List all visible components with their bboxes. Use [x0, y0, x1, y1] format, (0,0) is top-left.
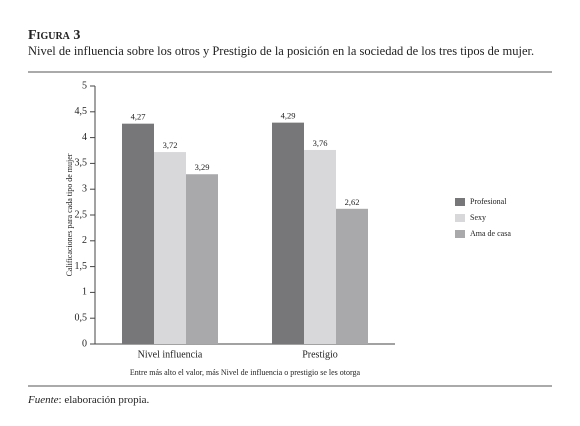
legend-label: Ama de casa [470, 229, 511, 238]
y-tick-label: 0 [82, 338, 87, 349]
source-text: : elaboración propia. [59, 394, 150, 406]
data-label: 2,62 [345, 197, 360, 207]
y-tick-label: 2 [82, 235, 87, 246]
bar [154, 152, 186, 344]
legend-label: Profesional [470, 197, 507, 206]
y-axis-label: Calificaciones para cada tipo de mujer [65, 153, 74, 276]
data-label: 3,76 [313, 138, 328, 148]
legend-swatch [455, 198, 465, 206]
y-tick-label: 1 [82, 287, 87, 298]
data-label: 4,27 [131, 112, 146, 122]
y-tick-label: 1,5 [75, 261, 88, 272]
figure-label: Figura 3 [28, 28, 80, 43]
data-label: 4,29 [281, 111, 296, 121]
legend-swatch [455, 214, 465, 222]
legend-swatch [455, 230, 465, 238]
y-tick-label: 2,5 [75, 209, 88, 220]
bar [304, 149, 336, 344]
source-label: Fuente [27, 394, 59, 406]
y-tick-label: 5 [82, 80, 87, 91]
x-tick-label: Nivel influencia [138, 349, 203, 360]
bar [186, 174, 218, 344]
x-tick-label: Prestigio [302, 349, 338, 360]
x-axis-label: Entre más alto el valor, más Nivel de in… [130, 368, 361, 377]
data-label: 3,72 [163, 140, 178, 150]
bar [336, 208, 368, 344]
y-tick-label: 4 [82, 132, 87, 143]
data-label: 3,29 [195, 162, 210, 172]
y-tick-label: 3 [82, 183, 87, 194]
legend-label: Sexy [470, 213, 486, 222]
bar [272, 122, 304, 344]
source: Fuente: elaboración propia. [27, 394, 150, 406]
y-tick-label: 0,5 [75, 312, 88, 323]
chart-title: Nivel de influencia sobre los otros y Pr… [28, 44, 534, 58]
y-tick-label: 3,5 [75, 158, 88, 169]
y-tick-label: 4,5 [75, 106, 88, 117]
bar [122, 123, 154, 344]
